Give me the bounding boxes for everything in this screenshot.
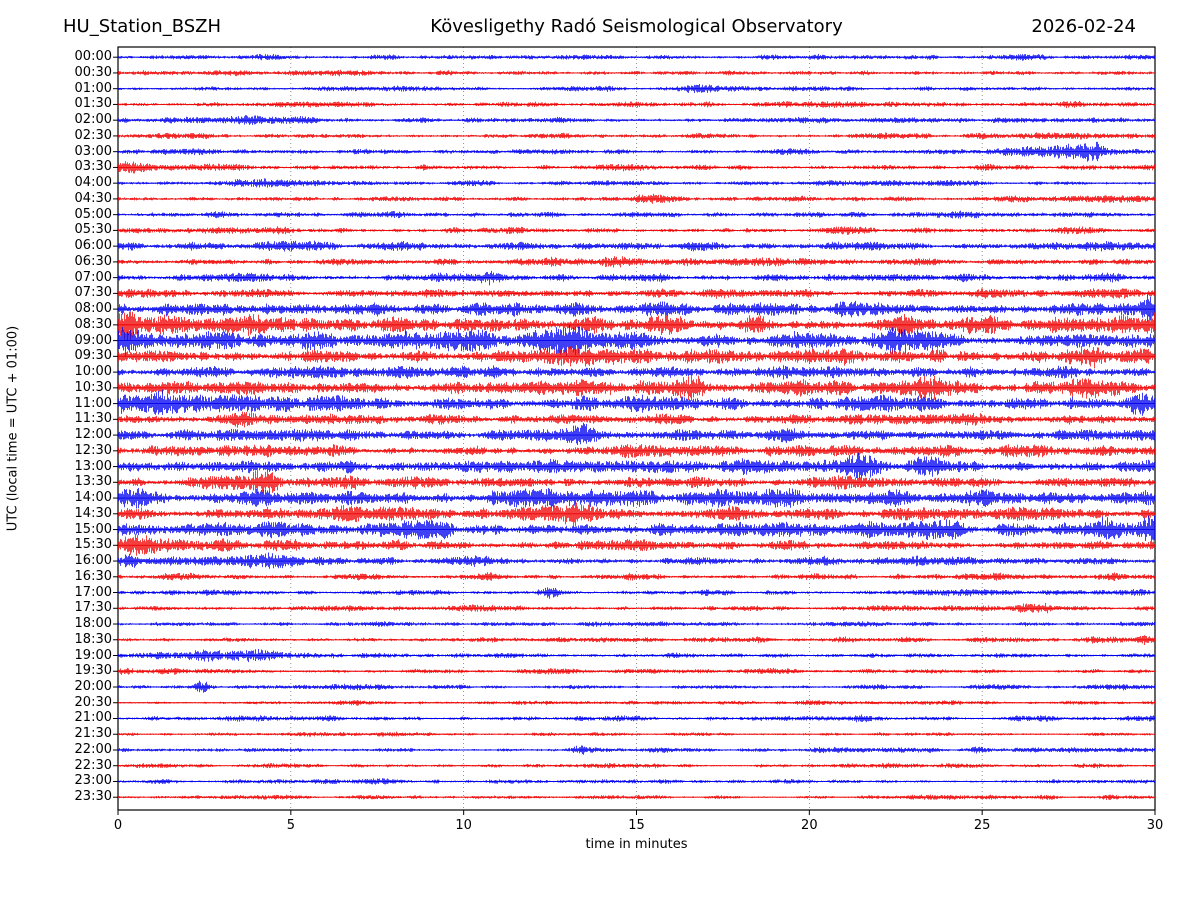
y-tick-label: 13:00 (74, 458, 112, 474)
y-tick-label: 23:00 (74, 773, 112, 789)
y-tick-label: 12:00 (74, 427, 112, 443)
y-tick-label: 15:30 (74, 537, 112, 553)
y-tick-label: 08:00 (74, 301, 112, 317)
observatory-title: Kövesligethy Radó Seismological Observat… (430, 16, 843, 37)
x-tick-label: 20 (801, 818, 818, 833)
y-tick-label: 02:30 (74, 127, 112, 143)
y-tick-label: 20:30 (74, 694, 112, 710)
y-tick-label: 14:00 (74, 490, 112, 506)
y-tick-label: 00:00 (74, 49, 112, 65)
y-tick-label: 07:00 (74, 269, 112, 285)
y-tick-label: 05:30 (74, 222, 112, 238)
y-tick-label: 13:30 (74, 474, 112, 490)
y-tick-label: 06:00 (74, 238, 112, 254)
station-title: HU_Station_BSZH (63, 16, 222, 37)
y-tick-label: 22:00 (74, 741, 112, 757)
y-tick-label: 18:00 (74, 616, 112, 632)
y-tick-label: 20:00 (74, 679, 112, 694)
y-tick-label: 04:30 (74, 190, 112, 206)
x-tick-label: 10 (455, 818, 472, 833)
y-tick-label: 15:00 (74, 521, 112, 537)
y-tick-label: 18:30 (74, 631, 112, 647)
date-title: 2026-02-24 (1031, 16, 1136, 37)
x-tick-label: 30 (1146, 818, 1164, 833)
y-tick-label: 16:00 (74, 553, 112, 569)
y-tick-label: 10:30 (74, 379, 112, 395)
x-tick-label: 0 (113, 818, 123, 833)
y-tick-label: 08:30 (74, 316, 112, 332)
y-tick-label: 03:30 (74, 159, 112, 175)
y-tick-label: 11:30 (74, 411, 112, 427)
y-tick-label: 17:30 (74, 600, 112, 616)
y-tick-label: 11:00 (74, 395, 112, 411)
y-tick-label: 02:00 (74, 112, 112, 128)
y-tick-label: 21:30 (74, 726, 112, 742)
y-tick-label: 14:30 (74, 505, 112, 521)
y-tick-label: 09:00 (74, 332, 112, 348)
y-tick-label: 00:30 (74, 64, 112, 80)
y-tick-label: 19:30 (74, 663, 112, 679)
y-tick-label: 04:00 (74, 175, 112, 191)
y-tick-label: 22:30 (74, 757, 112, 773)
y-tick-label: 09:30 (74, 348, 112, 364)
y-tick-label: 21:00 (74, 710, 112, 726)
x-tick-label: 5 (286, 818, 295, 833)
y-tick-label: 07:30 (74, 285, 112, 301)
y-tick-label: 01:00 (74, 80, 112, 96)
y-tick-label: 23:30 (74, 789, 112, 805)
y-tick-label: 03:00 (74, 143, 112, 159)
y-tick-label: 01:30 (74, 96, 112, 112)
x-axis-label: time in minutes (585, 837, 688, 852)
y-tick-label: 12:30 (74, 442, 112, 458)
y-tick-label: 06:30 (74, 253, 112, 269)
x-tick-label: 15 (628, 818, 645, 833)
y-tick-label: 16:30 (74, 568, 112, 584)
y-tick-label: 19:00 (74, 647, 112, 663)
x-tick-label: 25 (973, 818, 991, 833)
y-tick-label: 05:00 (74, 206, 112, 222)
y-tick-label: 10:00 (74, 364, 112, 380)
y-tick-label: 17:00 (74, 584, 112, 600)
